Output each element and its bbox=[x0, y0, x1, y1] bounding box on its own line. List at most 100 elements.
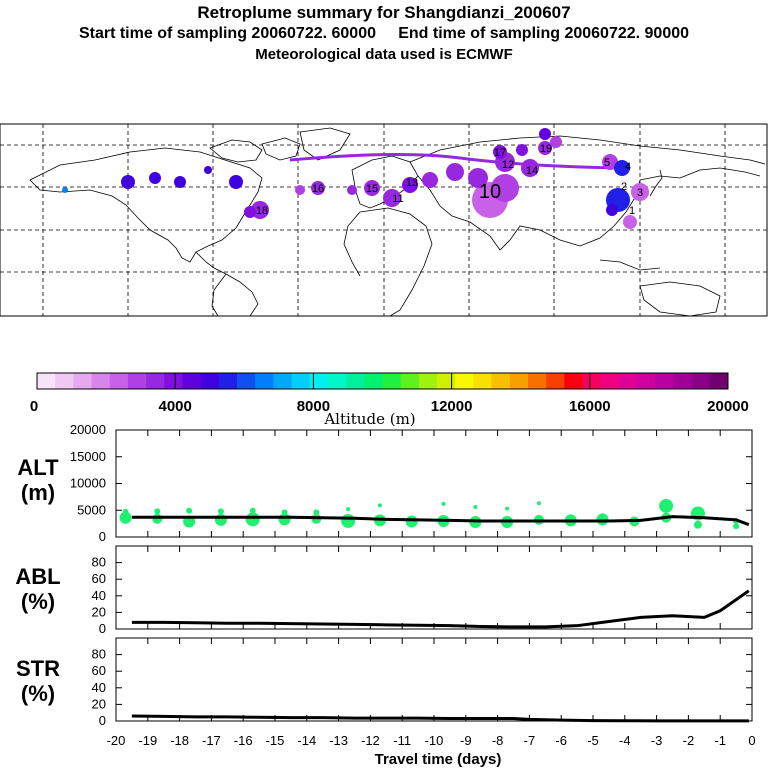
x-tick-label: -2 bbox=[683, 733, 695, 748]
x-tick-label: -17 bbox=[202, 733, 221, 748]
series-line-str bbox=[131, 714, 749, 723]
x-tick-label: -20 bbox=[107, 733, 126, 748]
panel-ylabel-unit: (%) bbox=[21, 589, 55, 614]
panel-ylabel: ALT bbox=[17, 455, 59, 480]
colorbar: 0 4000 8000 12000 16000 20000 Altitude (m) bbox=[30, 372, 749, 428]
panel-frame bbox=[115, 637, 753, 722]
marker-label-15: 15 bbox=[366, 183, 378, 195]
altitude-point bbox=[281, 509, 288, 516]
colorbar-cell bbox=[164, 373, 183, 389]
y-tick-label: 60 bbox=[92, 571, 106, 586]
altitude-point bbox=[596, 513, 609, 526]
x-tick-label: -14 bbox=[297, 733, 316, 748]
colorbar-cell bbox=[37, 373, 56, 389]
y-tick-label: 15000 bbox=[70, 449, 106, 464]
colorbar-cell bbox=[582, 373, 602, 389]
series-line-alt bbox=[131, 515, 750, 527]
colorbar-cell bbox=[455, 373, 474, 389]
colorbar-tick-label: 20000 bbox=[707, 398, 749, 415]
panel-alt: 0 5000 10000 15000 20000 ALT(m) bbox=[17, 422, 753, 544]
y-tick-label: 60 bbox=[92, 663, 106, 678]
colorbar-tick-label: 8000 bbox=[297, 398, 330, 415]
marker-label-12: 12 bbox=[502, 159, 514, 171]
altitude-point bbox=[659, 498, 674, 513]
series-line-abl bbox=[131, 589, 750, 629]
colorbar-cell bbox=[618, 373, 638, 389]
altitude-point bbox=[249, 507, 256, 514]
x-tick-label: -7 bbox=[524, 733, 536, 748]
colorbar-cell bbox=[200, 373, 220, 389]
marker-label-4: 4 bbox=[625, 161, 631, 173]
altitude-point bbox=[441, 501, 446, 506]
colorbar-cell bbox=[709, 373, 729, 389]
y-tick-label: 10000 bbox=[70, 476, 106, 491]
marker-label-3: 3 bbox=[637, 187, 643, 199]
colorbar-cell bbox=[218, 373, 238, 389]
colorbar-cell bbox=[637, 373, 656, 389]
y-tick-label: 80 bbox=[92, 647, 106, 662]
y-tick-label: 20 bbox=[92, 604, 106, 619]
colorbar-cell bbox=[255, 373, 274, 389]
colorbar-cell bbox=[146, 373, 165, 389]
altitude-point bbox=[152, 513, 163, 524]
x-tick-label: 0 bbox=[748, 733, 755, 748]
y-tick-label: 0 bbox=[99, 621, 106, 636]
colorbar-cell bbox=[364, 373, 383, 389]
y-tick-label: 80 bbox=[92, 555, 106, 570]
altitude-point bbox=[154, 508, 161, 515]
sampling-time-line: Start time of sampling 20060722. 60000 E… bbox=[78, 25, 690, 42]
colorbar-cell bbox=[55, 373, 74, 389]
altitude-point bbox=[313, 509, 320, 516]
colorbar-cell bbox=[346, 373, 365, 389]
y-tick-label: 20 bbox=[92, 696, 106, 711]
y-tick-label: 40 bbox=[92, 588, 106, 603]
colorbar-cell bbox=[437, 373, 456, 389]
altitude-point bbox=[377, 503, 382, 508]
marker-label-10: 10 bbox=[479, 181, 501, 203]
y-tick-label: 20000 bbox=[70, 422, 106, 437]
colorbar-cell bbox=[691, 373, 711, 389]
chart-title: Retroplume summary for Shangdianzi_20060… bbox=[197, 3, 571, 22]
marker-label-5: 5 bbox=[604, 157, 610, 169]
altitude-point bbox=[473, 505, 478, 510]
colorbar-cell bbox=[600, 373, 620, 389]
altitude-point bbox=[505, 506, 510, 511]
altitude-point bbox=[693, 520, 702, 529]
colorbar-cell bbox=[527, 373, 547, 389]
colorbar-cell bbox=[109, 373, 129, 389]
altitude-point bbox=[119, 511, 132, 524]
altitude-point bbox=[346, 507, 351, 512]
colorbar-cell bbox=[127, 373, 147, 389]
x-tick-label: -13 bbox=[329, 733, 348, 748]
x-tick-label: -16 bbox=[234, 733, 253, 748]
panel-ylabel-unit: (%) bbox=[21, 681, 55, 706]
colorbar-cell bbox=[237, 373, 256, 389]
colorbar-tick-label: 0 bbox=[30, 398, 38, 415]
marker-label-14: 14 bbox=[526, 165, 538, 177]
colorbar-tick-label: 16000 bbox=[569, 398, 611, 415]
x-tick-label: -6 bbox=[555, 733, 567, 748]
plume-track bbox=[289, 152, 621, 170]
colorbar-cell bbox=[327, 373, 347, 389]
panel-ylabel: STR bbox=[16, 656, 60, 681]
x-tick-label: -18 bbox=[170, 733, 189, 748]
marker-label-2: 2 bbox=[621, 181, 627, 193]
colorbar-cell bbox=[91, 373, 111, 389]
colorbar-cells bbox=[37, 373, 729, 389]
x-tick-labels: -20 -19 -18 -17 -16 -15 -14 -13 -12 -11 -10 -9 -8 -7-… bbox=[107, 733, 756, 748]
x-tick-label: -10 bbox=[425, 733, 444, 748]
colorbar-cell bbox=[182, 373, 202, 389]
plume-marker-labels: 10 11 12 13 14 15 16 17 18 19 5 4 3 2 1 bbox=[256, 143, 643, 217]
met-data-line: Meteorological data used is ECMWF bbox=[255, 46, 513, 63]
x-tick-label: -5 bbox=[587, 733, 599, 748]
panel-ylabel-unit: (m) bbox=[21, 480, 55, 505]
colorbar-cell bbox=[473, 373, 493, 389]
y-tick-label: 40 bbox=[92, 680, 106, 695]
colorbar-cell bbox=[273, 373, 293, 389]
x-tick-label: -3 bbox=[651, 733, 663, 748]
marker-label-17: 17 bbox=[494, 147, 506, 159]
marker-label-18: 18 bbox=[256, 205, 268, 217]
y-tick-label: 0 bbox=[99, 713, 106, 728]
